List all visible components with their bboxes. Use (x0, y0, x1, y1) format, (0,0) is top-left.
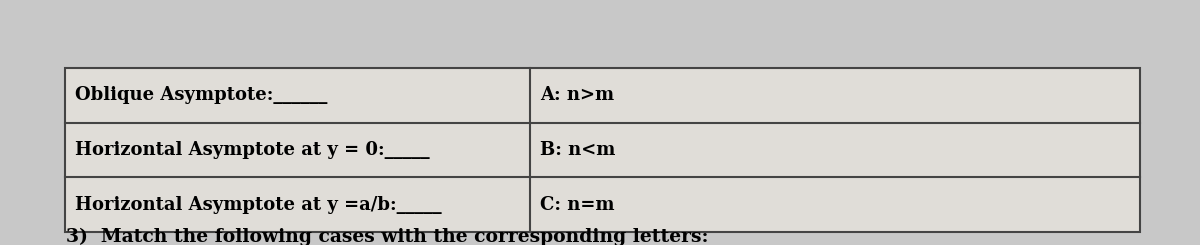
Text: A: n>m: A: n>m (540, 86, 614, 104)
Text: C: n=m: C: n=m (540, 196, 614, 214)
Text: Horizontal Asymptote at y =a/b:_____: Horizontal Asymptote at y =a/b:_____ (74, 196, 442, 214)
Text: 3)  Match the following cases with the corresponding letters:: 3) Match the following cases with the co… (66, 228, 708, 245)
Text: B: n<m: B: n<m (540, 141, 616, 159)
Text: Horizontal Asymptote at y = 0:_____: Horizontal Asymptote at y = 0:_____ (74, 141, 430, 159)
Text: Oblique Asymptote:______: Oblique Asymptote:______ (74, 86, 328, 104)
Bar (65, 68, 1140, 232)
